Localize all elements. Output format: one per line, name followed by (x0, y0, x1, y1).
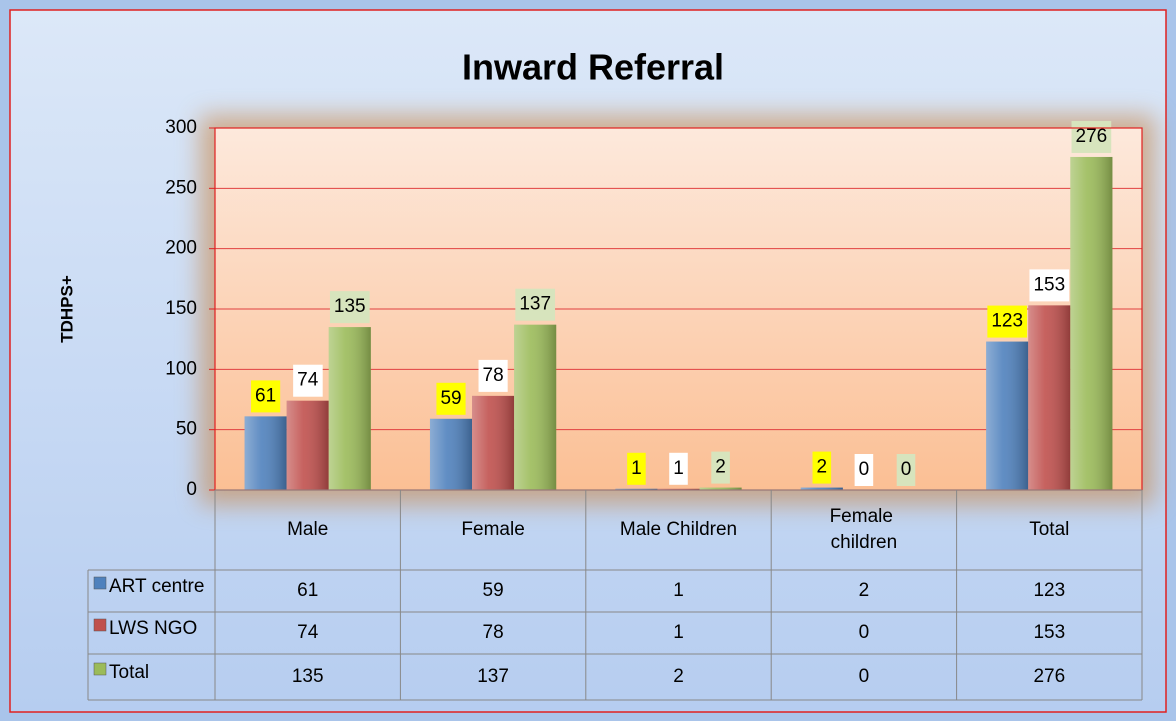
y-tick-label: 300 (165, 117, 197, 138)
data-label: 59 (440, 388, 461, 409)
legend-label: LWS NGO (109, 618, 197, 639)
data-label-bg (627, 452, 646, 485)
table-value: 276 (1033, 666, 1065, 687)
bar-shine (328, 327, 371, 490)
table-value: 59 (483, 580, 504, 601)
bar-shine (615, 488, 658, 490)
y-tick-label: 0 (186, 479, 197, 500)
table-value: 2 (859, 580, 870, 601)
data-label-bg (1071, 120, 1112, 153)
data-label: 153 (1033, 274, 1065, 295)
bar-shine (986, 341, 1029, 490)
data-label-bg (478, 359, 508, 392)
x-tick-label: Male (287, 519, 328, 540)
bar-shine (244, 416, 287, 490)
x-tick-label: Female children (830, 506, 899, 553)
data-label-bg (251, 380, 281, 413)
bar-shine (1070, 156, 1113, 490)
legend-swatch (93, 618, 107, 632)
bar-shine (1028, 305, 1071, 490)
y-tick-label: 50 (176, 419, 197, 440)
table-value: 153 (1033, 622, 1065, 643)
y-tick-label: 150 (165, 298, 197, 319)
x-tick-label: Male Children (620, 519, 737, 540)
data-label: 2 (715, 457, 726, 478)
data-label: 123 (991, 311, 1023, 332)
data-label-bg (987, 305, 1028, 338)
data-label-bg (669, 452, 688, 485)
bar-shine (699, 487, 742, 490)
data-label-bg (812, 451, 832, 484)
data-label: 78 (483, 365, 504, 386)
data-label-bg (711, 451, 730, 484)
table-value: 78 (483, 622, 504, 643)
data-label: 1 (673, 458, 684, 479)
data-label-bg (436, 382, 466, 415)
data-label-bg (329, 291, 370, 324)
table-value: 135 (292, 666, 324, 687)
table-value: 123 (1033, 580, 1065, 601)
data-label: 1 (631, 458, 642, 479)
table-value: 74 (297, 622, 319, 643)
legend-label: ART centre (109, 576, 204, 597)
legend-label: Total (109, 662, 149, 683)
bar-shine (286, 400, 329, 490)
legend-swatch (93, 662, 107, 676)
data-label: 2 (817, 457, 828, 478)
y-tick-label: 250 (165, 177, 197, 198)
bar-shine (800, 487, 843, 490)
data-label: 0 (859, 459, 870, 480)
bar-shine (429, 418, 473, 490)
bar-shine (657, 488, 700, 490)
bar-shine (514, 324, 557, 490)
data-label: 0 (901, 459, 912, 480)
data-label-bg (293, 364, 323, 397)
y-tick-label: 100 (165, 358, 197, 379)
data-label: 135 (334, 296, 366, 317)
chart-title: Inward Referral (462, 47, 724, 88)
x-tick-label: Female (461, 519, 524, 540)
bar-shine (472, 395, 515, 490)
y-axis-label: TDHPS+ (57, 275, 76, 343)
table-value: 0 (859, 666, 870, 687)
table-value: 1 (673, 622, 684, 643)
data-label: 74 (297, 370, 319, 391)
data-label-bg (854, 454, 874, 486)
data-label-bg (515, 288, 556, 321)
data-label: 276 (1076, 126, 1108, 147)
data-label: 137 (519, 294, 551, 315)
table-value: 1 (673, 580, 684, 601)
table-value: 137 (477, 666, 509, 687)
x-tick-label: Total (1029, 519, 1069, 540)
data-label-bg (1029, 269, 1070, 302)
data-label-bg (896, 454, 916, 486)
legend-swatch (93, 576, 107, 590)
table-value: 2 (673, 666, 684, 687)
y-tick-label: 200 (165, 238, 197, 259)
table-value: 61 (297, 580, 318, 601)
table-value: 0 (859, 622, 870, 643)
data-label: 61 (255, 385, 276, 406)
